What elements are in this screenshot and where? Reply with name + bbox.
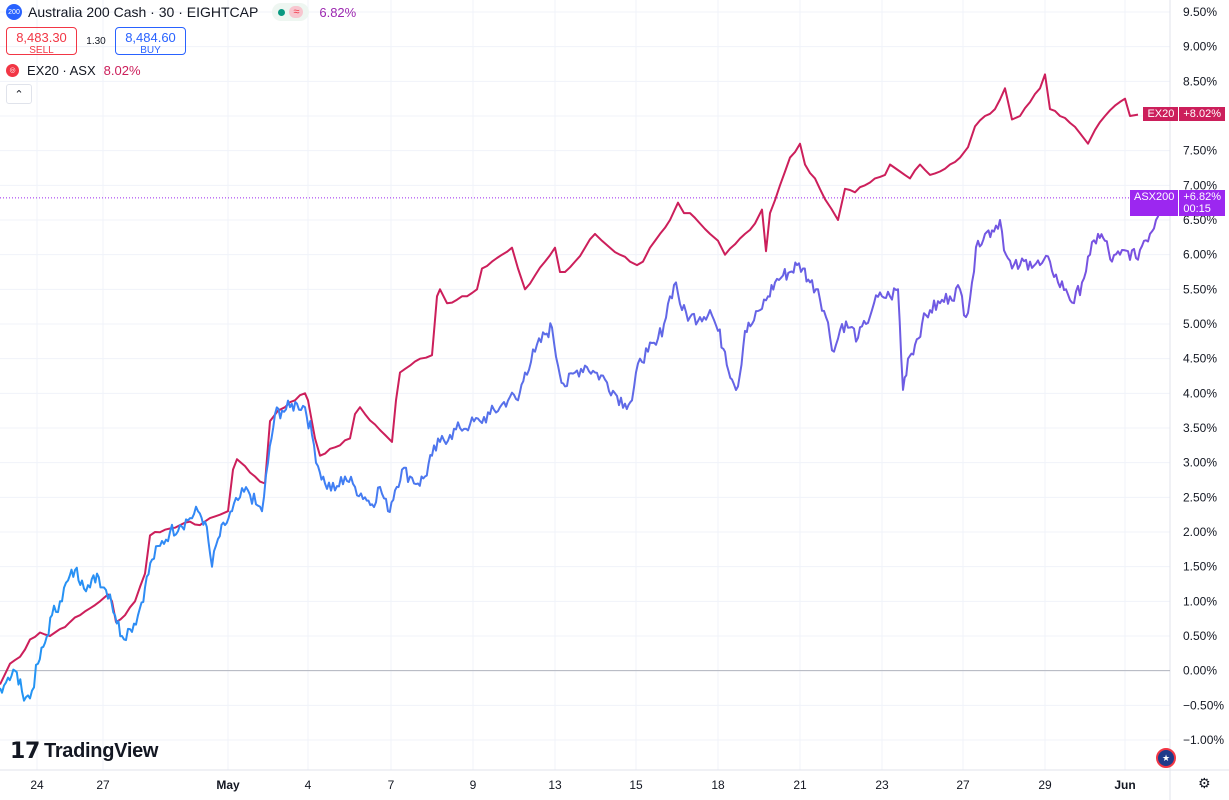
symbol-header[interactable]: 200 Australia 200 Cash · 30 · EIGHTCAP ≈… bbox=[6, 2, 356, 22]
country-flag-icon[interactable]: ★ bbox=[1156, 748, 1176, 768]
compare-label[interactable]: EX20 · ASX bbox=[27, 62, 96, 78]
y-tick-label: 8.50% bbox=[1183, 74, 1217, 88]
asx-tag-box: +6.82% 00:15 bbox=[1179, 190, 1225, 216]
y-tick-label: 9.50% bbox=[1183, 5, 1217, 19]
tradingview-logo[interactable]: 𝟭𝟳 TradingView bbox=[10, 738, 158, 764]
x-tick-label: 29 bbox=[1038, 778, 1052, 792]
ex20-tag-value: +8.02% bbox=[1179, 107, 1225, 121]
y-tick-label: 7.00% bbox=[1183, 178, 1217, 192]
y-tick-label: 1.00% bbox=[1183, 594, 1217, 608]
x-tick-label: 15 bbox=[629, 778, 643, 792]
compare-change: 8.02% bbox=[103, 62, 141, 78]
brand-name: TradingView bbox=[44, 739, 159, 762]
x-tick-label: 7 bbox=[388, 778, 395, 792]
spread-value: 1.30 bbox=[86, 35, 106, 47]
market-open-icon bbox=[278, 8, 286, 16]
x-tick-label: 4 bbox=[305, 778, 312, 792]
x-tick-label: 9 bbox=[470, 778, 477, 792]
x-tick-label: 23 bbox=[875, 778, 889, 792]
main-change: 6.82% bbox=[319, 4, 357, 20]
x-tick-label: 13 bbox=[548, 778, 562, 792]
asx-tag-name: ASX200 bbox=[1130, 190, 1179, 216]
x-tick-label: May bbox=[216, 778, 240, 792]
buy-price: 8,484.60 bbox=[125, 30, 176, 45]
x-tick-label: Jun bbox=[1114, 778, 1135, 792]
series-layer bbox=[0, 73, 1163, 702]
x-tick-label: 21 bbox=[793, 778, 807, 792]
sell-price: 8,483.30 bbox=[16, 30, 67, 45]
sell-label: SELL bbox=[29, 45, 54, 56]
asx-tag-time: 00:15 bbox=[1183, 203, 1211, 215]
x-tick-label: 18 bbox=[711, 778, 725, 792]
x-tick-label: 27 bbox=[956, 778, 970, 792]
symbol-title[interactable]: Australia 200 Cash · 30 · EIGHTCAP bbox=[28, 4, 259, 20]
x-axis: 24 27 May 4 7 9 13 15 18 21 23 27 29 Jun bbox=[30, 778, 1135, 792]
y-tick-label: 9.00% bbox=[1183, 40, 1217, 54]
y-tick-label: 0.00% bbox=[1183, 664, 1217, 678]
y-tick-label: 2.00% bbox=[1183, 525, 1217, 539]
series-line-asx200[interactable] bbox=[0, 197, 1163, 702]
compare-symbol[interactable]: ◎ EX20 · ASX 8.02% bbox=[6, 60, 356, 80]
tradingview-mark-icon: 𝟭𝟳 bbox=[10, 738, 41, 763]
sell-button[interactable]: 8,483.30 SELL bbox=[6, 27, 77, 56]
x-tick-label: 24 bbox=[30, 778, 44, 792]
y-tick-label: 0.50% bbox=[1183, 629, 1217, 643]
y-tick-label: 6.00% bbox=[1183, 248, 1217, 262]
asx-tag-value: +6.82% bbox=[1183, 191, 1221, 203]
y-tick-label: 2.50% bbox=[1183, 490, 1217, 504]
compare-logo-icon: ◎ bbox=[6, 63, 19, 77]
y-tick-label: −1.00% bbox=[1183, 733, 1224, 747]
y-tick-label: −0.50% bbox=[1183, 698, 1224, 712]
ex20-price-tag: EX20 +8.02% bbox=[1143, 107, 1225, 121]
y-tick-label: 4.50% bbox=[1183, 352, 1217, 366]
ex20-tag-name: EX20 bbox=[1143, 107, 1179, 121]
symbol-logo: 200 bbox=[6, 4, 22, 20]
market-status[interactable]: ≈ bbox=[272, 3, 310, 21]
y-tick-label: 5.00% bbox=[1183, 317, 1217, 331]
gear-icon[interactable]: ⚙ bbox=[1198, 775, 1211, 791]
chevron-up-icon[interactable]: ⌃ bbox=[6, 84, 32, 104]
y-tick-label: 3.00% bbox=[1183, 456, 1217, 470]
y-tick-label: 4.00% bbox=[1183, 386, 1217, 400]
y-tick-label: 6.50% bbox=[1183, 213, 1217, 227]
x-tick-label: 27 bbox=[96, 778, 110, 792]
chart-legend: 200 Australia 200 Cash · 30 · EIGHTCAP ≈… bbox=[6, 2, 356, 104]
trade-buttons: 8,483.30 SELL 1.30 8,484.60 BUY bbox=[6, 25, 356, 57]
buy-button[interactable]: 8,484.60 BUY bbox=[115, 27, 186, 56]
y-tick-label: 1.50% bbox=[1183, 560, 1217, 574]
delayed-data-icon: ≈ bbox=[289, 6, 304, 18]
asx-price-tag: ASX200 +6.82% 00:15 bbox=[1130, 190, 1225, 216]
y-tick-label: 3.50% bbox=[1183, 421, 1217, 435]
y-tick-label: 5.50% bbox=[1183, 282, 1217, 296]
buy-label: BUY bbox=[140, 45, 161, 56]
y-tick-label: 7.50% bbox=[1183, 144, 1217, 158]
